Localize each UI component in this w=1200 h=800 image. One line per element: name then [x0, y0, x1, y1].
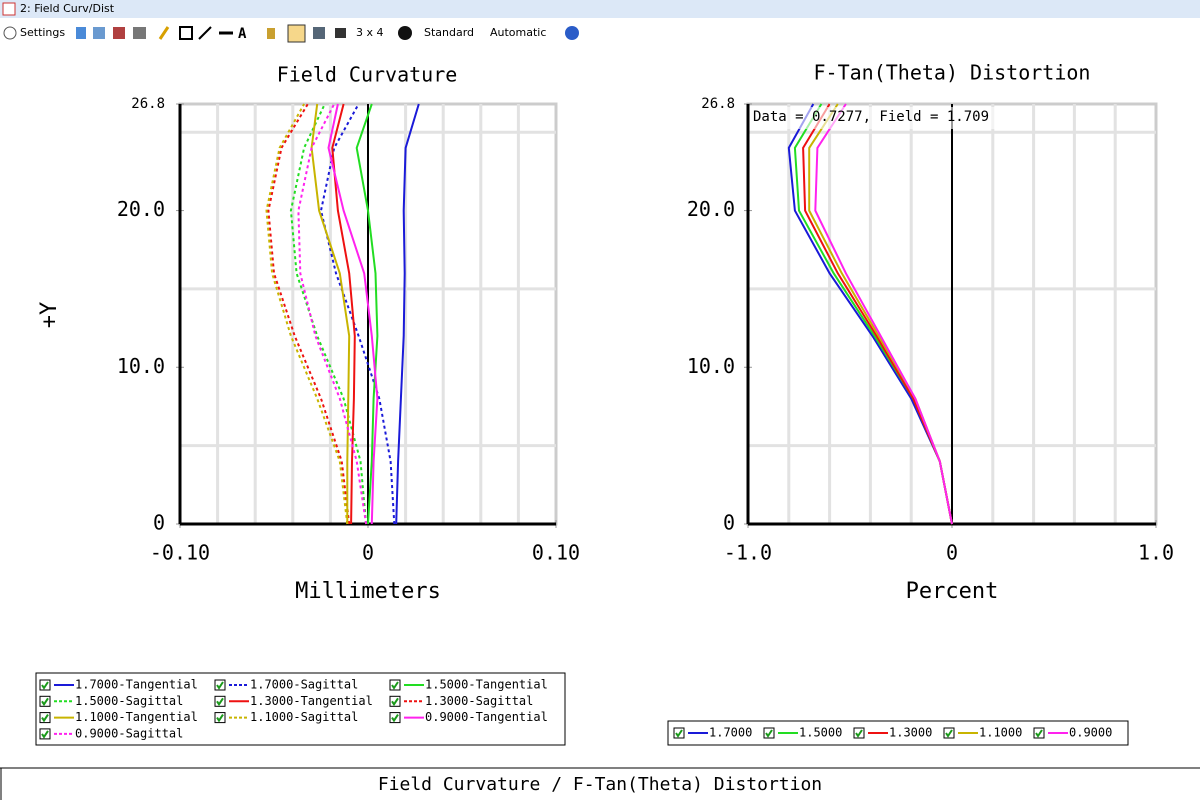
arrow-icon[interactable]: [198, 26, 212, 40]
legend-check: [765, 729, 773, 738]
legend-check: [216, 697, 224, 707]
layers-icon[interactable]: [335, 28, 346, 38]
x-axis-label: Millimeters: [295, 579, 441, 604]
legend-label: 1.3000-Sagittal: [425, 694, 533, 708]
legend-check: [41, 714, 49, 723]
x-tick-label: -0.10: [150, 541, 210, 565]
y-tick-label: 0: [153, 511, 165, 535]
legend-check: [675, 729, 683, 738]
legend-label: 1.1000: [979, 726, 1022, 740]
toolbar-icons: A: [76, 24, 579, 43]
legend-check: [391, 714, 399, 723]
clock-icon[interactable]: [398, 26, 412, 40]
text-icon[interactable]: A: [238, 26, 247, 42]
rect-icon[interactable]: [179, 26, 193, 40]
series-line: [297, 103, 368, 525]
legend-label: 1.5000-Tangential: [425, 678, 548, 692]
scale-dropdown[interactable]: Automatic: [490, 26, 546, 39]
pencil-icon[interactable]: [158, 26, 170, 40]
x-tick-label: -1.0: [724, 541, 772, 565]
y-tick-label: 26.8: [131, 96, 165, 112]
legend-box: [35, 672, 566, 746]
lock-icon[interactable]: [267, 28, 275, 39]
legend-label: 1.1000-Tangential: [75, 710, 198, 724]
window-title: 2: Field Curv/Dist: [20, 2, 115, 15]
y-tick-label: 20.0: [117, 197, 165, 221]
legend-label: 1.7000-Tangential: [75, 678, 198, 692]
x-tick-label: 0: [946, 541, 958, 565]
y-tick-label: 10.0: [117, 354, 165, 378]
legend-label: 0.9000-Sagittal: [75, 726, 183, 740]
series-line: [327, 103, 379, 525]
legend-check: [41, 697, 49, 707]
copy-icon[interactable]: [93, 27, 105, 39]
legend-label: 1.7000: [709, 726, 752, 740]
print-icon[interactable]: [133, 27, 146, 39]
series-line: [310, 103, 351, 524]
series-line: [355, 103, 379, 525]
y-tick-label: 0: [723, 511, 735, 535]
legend-label: 0.9000-Tangential: [425, 710, 548, 724]
chart-title: F-Tan(Theta) Distortion: [814, 61, 1091, 85]
legend-check: [855, 729, 863, 738]
x-axis-label: Percent: [906, 579, 999, 604]
y-tick-label: 26.8: [701, 96, 735, 112]
legend-check: [41, 730, 49, 739]
annotation: Data = 0.7277, Field = 1.709: [753, 109, 989, 125]
series-line: [802, 103, 953, 525]
footer-caption: Field Curvature / F-Tan(Theta) Distortio…: [378, 774, 822, 795]
legend-label: 0.9000: [1069, 726, 1112, 740]
series-line: [267, 103, 351, 525]
series-line: [289, 103, 368, 525]
legend-check: [945, 729, 953, 738]
legend-check: [41, 681, 49, 690]
title-bar: [0, 0, 1200, 18]
legend-label: 1.1000-Sagittal: [250, 710, 358, 724]
series-line: [319, 103, 396, 525]
series-line: [793, 103, 953, 525]
legend-check: [216, 714, 224, 723]
refresh-icon[interactable]: [76, 27, 86, 39]
series-line: [265, 103, 349, 525]
help-icon[interactable]: [565, 26, 579, 40]
series-line: [331, 103, 356, 525]
y-tick-label: 10.0: [687, 354, 735, 378]
legend-label: 1.7000-Sagittal: [250, 678, 358, 692]
settings-icon[interactable]: [3, 26, 17, 40]
x-tick-label: 1.0: [1138, 541, 1174, 565]
legend-check: [391, 697, 399, 707]
legend-label: 1.3000-Tangential: [250, 694, 373, 708]
settings-button[interactable]: Settings: [20, 26, 65, 39]
y-tick-label: 20.0: [687, 197, 735, 221]
zoom-icon[interactable]: [287, 24, 306, 43]
series-line: [395, 103, 420, 525]
y-axis-label: +Y: [37, 302, 62, 329]
legend-label: 1.5000: [799, 726, 842, 740]
chart-title: Field Curvature: [277, 63, 458, 87]
x-tick-label: 0.10: [532, 541, 580, 565]
window-icon: [2, 2, 16, 16]
layout-dropdown[interactable]: 3 x 4: [356, 26, 384, 39]
legend-label: 1.5000-Sagittal: [75, 694, 183, 708]
series-line: [814, 103, 953, 525]
legend-check: [1035, 729, 1043, 738]
legend-label: 1.3000: [889, 726, 932, 740]
annotation-bg: [750, 107, 1015, 129]
style-dropdown[interactable]: Standard: [424, 26, 474, 39]
legend-check: [391, 681, 399, 690]
save-icon[interactable]: [113, 27, 125, 39]
legend-check: [216, 681, 224, 690]
x-tick-label: 0: [362, 541, 374, 565]
window-icon-2[interactable]: [313, 27, 325, 39]
